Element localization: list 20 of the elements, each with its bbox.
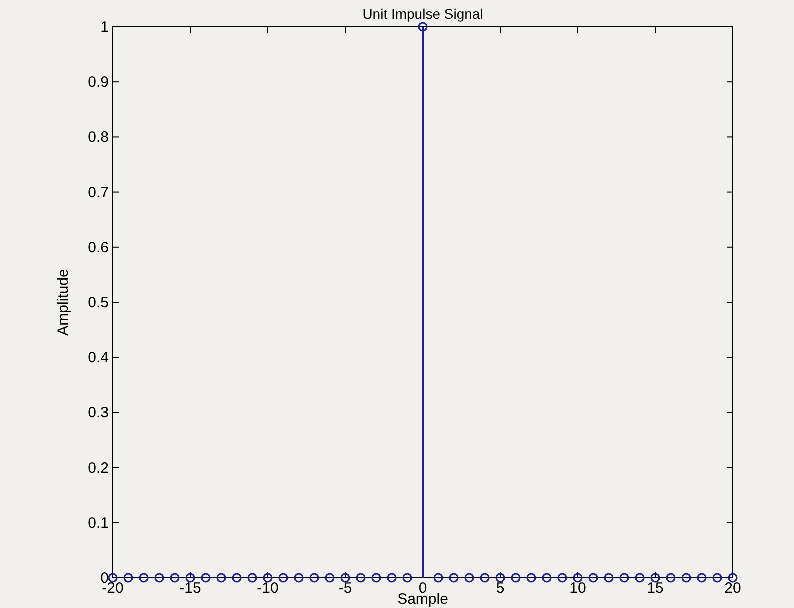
y-tick-label: 0.2: [88, 460, 109, 477]
x-tick-label: 5: [496, 580, 505, 597]
y-tick-label: 0.5: [88, 294, 109, 312]
y-tick-label: 0.6: [88, 239, 109, 256]
y-tick-label: 0.8: [88, 129, 109, 146]
x-tick-label: -5: [338, 580, 352, 597]
x-tick-label: 20: [724, 580, 742, 597]
y-tick-label: 0.7: [88, 184, 109, 202]
y-axis-title: Amplitude: [55, 269, 72, 336]
y-tick-label: 0.3: [88, 404, 109, 422]
y-tick-label: 0.9: [88, 74, 109, 92]
y-tick-label: 0.1: [88, 514, 109, 532]
x-tick-label: 15: [647, 580, 664, 597]
x-tick-label: 10: [570, 580, 586, 597]
y-tick-label: 0.4: [88, 350, 109, 367]
x-tick-label: -15: [180, 580, 202, 597]
y-tick-label: 1: [100, 19, 109, 36]
x-tick-label: 0: [418, 580, 428, 597]
x-tick-label: -10: [257, 580, 279, 597]
chart-title: Unit Impulse Signal: [362, 6, 484, 22]
